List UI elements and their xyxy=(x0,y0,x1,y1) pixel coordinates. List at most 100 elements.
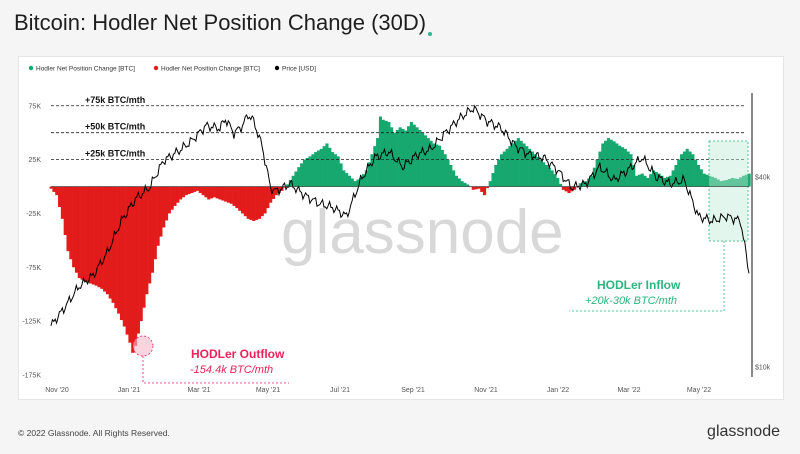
net-position-bar xyxy=(55,186,59,196)
net-position-bar xyxy=(407,126,411,187)
net-position-bar xyxy=(263,186,267,214)
net-position-bar xyxy=(680,154,684,187)
net-position-bar xyxy=(556,177,560,187)
net-position-bar xyxy=(193,186,197,192)
net-position-bar xyxy=(370,154,374,187)
net-position-bar xyxy=(342,170,346,187)
net-position-bar xyxy=(105,186,109,295)
watermark: glassnode xyxy=(281,198,564,267)
net-position-bar xyxy=(190,186,194,193)
chart-svg: Hodler Net Position Change [BTC] Hodler N… xyxy=(22,65,771,395)
net-position-bar xyxy=(423,135,428,187)
net-position-bar xyxy=(215,186,219,199)
net-position-bar xyxy=(294,171,298,187)
net-position-bar xyxy=(418,130,422,187)
y-right-tick-label: $40k xyxy=(755,174,771,181)
net-position-bar xyxy=(711,176,715,187)
annotations: HODLer Outflow -154.4k BTC/mth HODLer In… xyxy=(132,241,725,384)
net-position-bar xyxy=(142,186,146,308)
net-position-bar xyxy=(657,173,661,187)
net-position-bar xyxy=(651,170,656,187)
net-position-bar xyxy=(677,159,681,187)
x-tick-label: Jan '22 xyxy=(547,387,569,394)
net-position-bar xyxy=(362,174,366,187)
net-position-bar xyxy=(100,186,104,289)
net-position-bar xyxy=(533,154,537,187)
net-position-bar xyxy=(463,182,467,187)
net-position-bar xyxy=(536,156,540,187)
legend-swatch xyxy=(28,65,34,71)
x-tick-label: May '22 xyxy=(687,387,711,394)
net-position-bar xyxy=(350,178,354,187)
net-position-bar xyxy=(595,159,599,187)
net-position-bar xyxy=(255,186,259,220)
net-position-bar xyxy=(736,179,740,187)
net-position-bar xyxy=(176,186,180,203)
net-position-bar xyxy=(77,186,81,279)
net-position-bar xyxy=(314,152,318,187)
net-position-bar xyxy=(747,173,751,187)
outflow-leader-line xyxy=(142,356,289,384)
net-position-bar xyxy=(367,162,371,187)
net-position-bar xyxy=(353,181,357,187)
net-position-bar xyxy=(207,186,211,200)
net-position-bar xyxy=(150,186,155,273)
x-tick-label: Jul '21 xyxy=(330,387,350,394)
net-position-bar xyxy=(452,170,456,187)
net-position-bar xyxy=(525,146,529,187)
net-position-bar xyxy=(108,186,112,299)
x-tick-label: May '21 xyxy=(256,387,280,394)
net-position-bar xyxy=(488,181,492,187)
net-position-bar xyxy=(480,186,484,192)
net-position-bar xyxy=(553,174,557,187)
x-tick-label: Nov '21 xyxy=(474,387,498,394)
net-position-bar xyxy=(454,175,458,187)
x-tick-label: Mar '22 xyxy=(617,387,640,394)
net-position-bar xyxy=(522,143,526,187)
net-position-bar xyxy=(131,186,135,353)
net-position-bar xyxy=(345,173,349,187)
reference-lines: +75k BTC/mth +50k BTC/mth +25k BTC/mth xyxy=(51,95,746,161)
net-position-bar xyxy=(240,186,245,214)
net-position-bar xyxy=(502,151,506,187)
net-position-bar xyxy=(426,138,430,187)
y-tick-label: -175K xyxy=(22,373,41,380)
net-position-bar xyxy=(449,165,453,187)
net-position-bar xyxy=(94,186,98,286)
net-position-bar xyxy=(291,175,295,187)
x-tick-label: Nov '20 xyxy=(45,387,69,394)
net-position-bar xyxy=(705,174,709,187)
net-position-bar xyxy=(319,148,323,187)
net-position-bar xyxy=(401,128,405,187)
net-position-bar xyxy=(491,173,495,187)
net-position-bar xyxy=(573,186,577,190)
net-position-bar xyxy=(547,167,551,187)
net-position-bar xyxy=(134,186,138,346)
net-position-bar xyxy=(519,140,523,187)
net-position-bar xyxy=(283,186,287,188)
net-position-bar xyxy=(435,144,439,187)
net-position-bar xyxy=(235,186,239,209)
net-position-bar xyxy=(364,170,368,187)
net-position-bar xyxy=(688,151,692,187)
net-position-bar xyxy=(300,163,304,187)
net-position-bar xyxy=(181,186,185,198)
net-position-bar xyxy=(153,186,157,260)
net-position-bar xyxy=(744,174,748,187)
net-position-bar xyxy=(311,154,315,187)
inflow-leader-line xyxy=(569,241,725,312)
net-position-bar xyxy=(243,186,247,217)
net-position-bar xyxy=(111,186,115,303)
net-position-bar xyxy=(581,182,585,187)
net-position-bar xyxy=(640,173,644,187)
net-position-bar xyxy=(404,130,408,187)
net-position-bar xyxy=(485,186,489,189)
legend-label: Price [USD] xyxy=(282,66,316,73)
net-position-bar xyxy=(347,175,352,187)
net-position-bar xyxy=(226,186,231,203)
net-position-bar xyxy=(373,146,377,187)
net-position-bar xyxy=(539,159,543,187)
net-position-bar xyxy=(72,186,76,268)
net-position-bar xyxy=(128,186,132,343)
y-tick-label: -125K xyxy=(22,319,41,326)
